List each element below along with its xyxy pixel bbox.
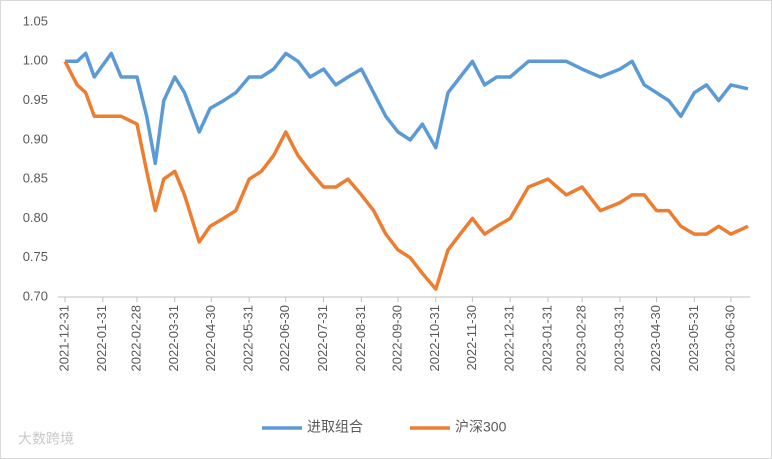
x-tick-label: 2023-06-30 [722, 305, 737, 372]
x-tick-label: 2022-02-28 [128, 305, 143, 372]
x-tick-label: 2022-09-30 [389, 305, 404, 372]
x-tick-label: 2023-04-30 [648, 305, 663, 372]
x-tick-label: 2023-02-28 [574, 305, 589, 372]
x-tick-label: 2022-12-31 [502, 305, 517, 372]
y-tick-label: 0.75 [23, 249, 48, 264]
x-tick-label: 2022-06-30 [277, 305, 292, 372]
x-tick-label: 2022-10-31 [427, 305, 442, 372]
x-tick-label: 2022-01-31 [94, 305, 109, 372]
y-tick-label: 1.05 [23, 13, 48, 28]
x-tick-label: 2022-11-30 [464, 305, 479, 371]
y-tick-label: 0.95 [23, 92, 48, 107]
x-tick-label: 2022-05-31 [241, 305, 256, 372]
y-tick-label: 1.00 [23, 53, 48, 68]
x-tick-label: 2022-04-30 [203, 305, 218, 372]
y-tick-label: 0.90 [23, 131, 48, 146]
series-line [65, 51, 749, 166]
watermark: 大数跨境 [18, 431, 74, 447]
x-tick-label: 2023-03-31 [611, 305, 626, 372]
x-tick-label: 2023-05-31 [686, 305, 701, 372]
legend-label: 进取组合 [307, 419, 363, 435]
x-tick-label: 2021-12-31 [56, 305, 71, 372]
x-tick-label: 2022-03-31 [166, 305, 181, 372]
series-line [63, 60, 749, 291]
x-tick-label: 2022-08-31 [353, 305, 368, 372]
legend-label: 沪深300 [455, 419, 507, 435]
y-tick-label: 0.85 [23, 171, 48, 186]
y-tick-label: 0.80 [23, 210, 48, 225]
x-tick-label: 2023-01-31 [539, 305, 554, 372]
x-tick-label: 2022-07-31 [315, 305, 330, 372]
y-tick-label: 0.70 [23, 288, 48, 303]
